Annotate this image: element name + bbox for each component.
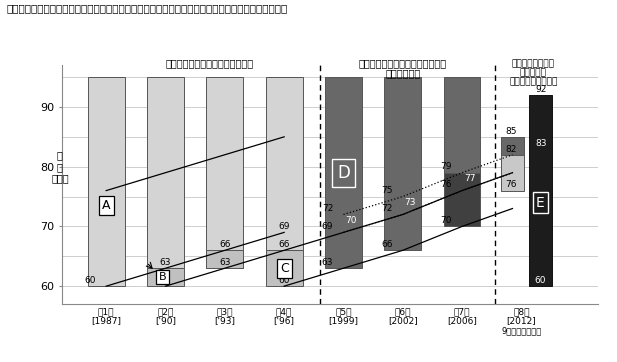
Text: 第6回: 第6回 xyxy=(394,307,411,316)
Text: 第3回: 第3回 xyxy=(217,307,233,316)
Text: 79: 79 xyxy=(441,163,452,172)
Text: 高齢者の健康と幸福感の日米比較: 高齢者の健康と幸福感の日米比較 xyxy=(166,58,254,68)
Text: 世代的変化: 世代的変化 xyxy=(520,68,547,77)
Text: 63: 63 xyxy=(160,258,172,267)
Bar xyxy=(529,95,552,286)
Text: ['90]: ['90] xyxy=(155,316,176,325)
Text: 73: 73 xyxy=(405,198,416,207)
Text: 図１　全国高齢者の健康と生活に関する長期縦断研究における対象者の年齢の推移と主な研究テーマ: 図１ 全国高齢者の健康と生活に関する長期縦断研究における対象者の年齢の推移と主な… xyxy=(6,4,288,14)
Text: 66: 66 xyxy=(278,240,290,249)
Text: 60: 60 xyxy=(160,276,172,285)
Text: 66: 66 xyxy=(219,240,231,249)
Bar xyxy=(325,77,362,268)
Text: E: E xyxy=(536,195,545,210)
Text: 第4回: 第4回 xyxy=(276,307,292,316)
Bar xyxy=(384,77,421,251)
Text: 76: 76 xyxy=(505,180,517,189)
Text: 63: 63 xyxy=(219,258,231,267)
Bar xyxy=(88,77,125,286)
Text: [2006]: [2006] xyxy=(447,316,477,325)
Bar xyxy=(501,137,524,191)
Bar xyxy=(444,173,481,227)
Text: ダイナミクス: ダイナミクス xyxy=(385,68,420,78)
Text: 92: 92 xyxy=(536,85,547,94)
Text: 60: 60 xyxy=(278,276,290,285)
Text: ['96]: ['96] xyxy=(273,316,295,325)
Text: [2002]: [2002] xyxy=(388,316,418,325)
Text: 69: 69 xyxy=(321,222,333,231)
Bar xyxy=(207,77,243,268)
Text: 72: 72 xyxy=(381,204,392,213)
Bar xyxy=(501,137,524,155)
Text: [1987]: [1987] xyxy=(91,316,121,325)
Text: 75: 75 xyxy=(381,186,392,195)
Bar xyxy=(266,251,302,286)
Text: 63: 63 xyxy=(321,258,333,267)
Text: 69: 69 xyxy=(278,222,290,231)
Bar xyxy=(444,77,481,173)
Text: 76: 76 xyxy=(441,180,452,189)
Text: B: B xyxy=(159,272,167,282)
Text: 年
齢
（歳）: 年 齢 （歳） xyxy=(51,150,68,183)
Text: ['93]: ['93] xyxy=(214,316,235,325)
Text: 70: 70 xyxy=(346,216,357,225)
Text: 77: 77 xyxy=(464,174,476,183)
Text: 第5回: 第5回 xyxy=(335,307,352,316)
Text: 82: 82 xyxy=(505,144,517,153)
Text: 60: 60 xyxy=(534,276,546,285)
Text: 60: 60 xyxy=(85,276,96,285)
Text: 第1回: 第1回 xyxy=(98,307,114,316)
Text: 70: 70 xyxy=(441,216,452,225)
Text: 83: 83 xyxy=(536,139,547,148)
Text: 85: 85 xyxy=(505,127,517,136)
Text: [1999]: [1999] xyxy=(328,316,358,325)
Text: D: D xyxy=(337,164,350,182)
Text: 72: 72 xyxy=(321,204,333,213)
Text: A: A xyxy=(102,199,110,212)
Text: 66: 66 xyxy=(381,240,392,249)
Text: 第7回: 第7回 xyxy=(454,307,470,316)
Text: 後期高齢期の健康・家族・経済の: 後期高齢期の健康・家族・経済の xyxy=(358,58,447,68)
Text: 第2回: 第2回 xyxy=(157,307,174,316)
Text: 第8回: 第8回 xyxy=(513,307,529,316)
Text: 9月より実施予定: 9月より実施予定 xyxy=(501,327,542,336)
Text: 高齢者の時代的・: 高齢者の時代的・ xyxy=(511,59,555,68)
Bar xyxy=(147,268,184,286)
Bar xyxy=(266,77,302,251)
Text: （新パネルの設定）: （新パネルの設定） xyxy=(509,77,557,86)
Text: C: C xyxy=(280,262,289,275)
Bar xyxy=(207,251,243,268)
Text: [2012]: [2012] xyxy=(507,316,536,325)
Bar xyxy=(147,77,184,268)
